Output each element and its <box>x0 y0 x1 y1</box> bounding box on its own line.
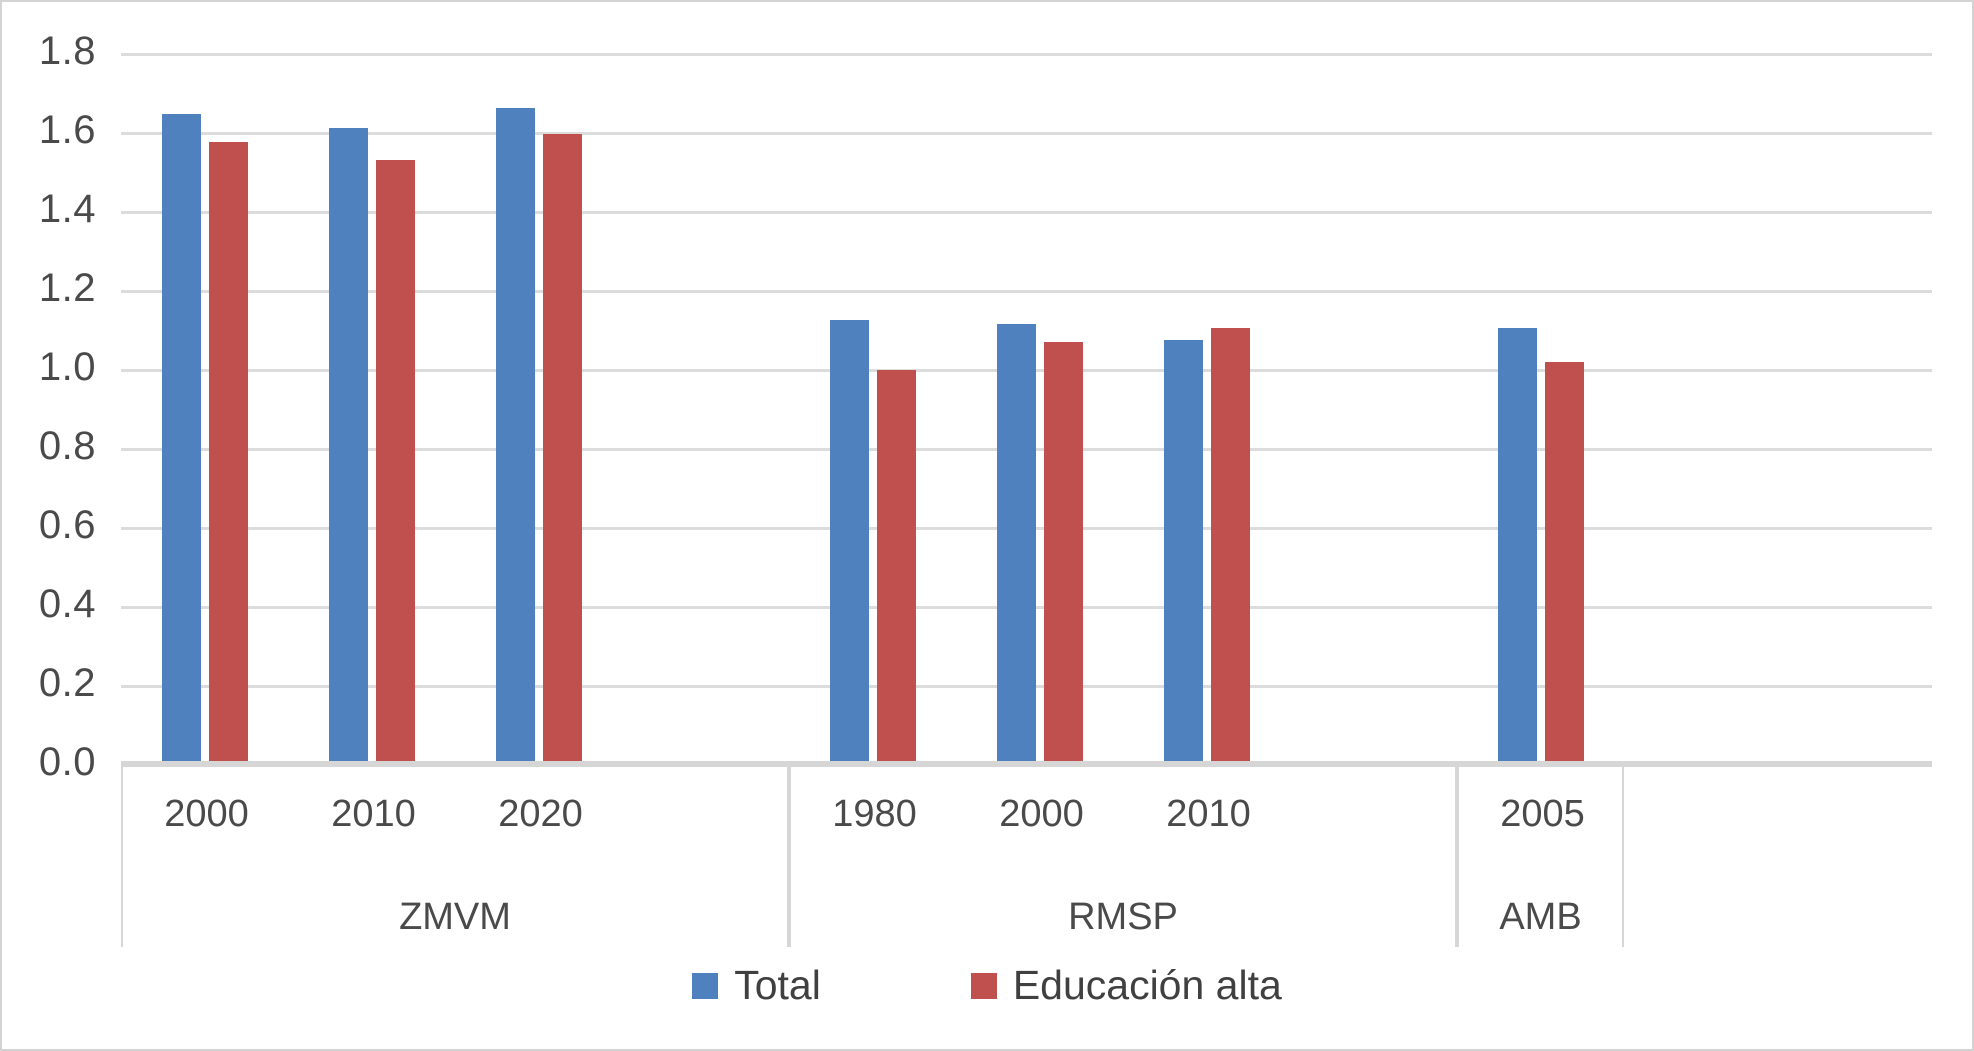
category-axis: ZMVM 2000 2010 2020 RMSP 1980 2000 2010 AMB 2005 <box>121 764 1932 947</box>
y-tick-label: 0.6 <box>38 503 96 547</box>
bar-total <box>996 324 1036 764</box>
axis-category-label: 2010 <box>331 793 416 835</box>
y-tick-label: 0.0 <box>38 740 96 784</box>
y-tick-label: 1.2 <box>38 266 96 310</box>
axis-group-label: AMB <box>1499 896 1582 938</box>
gridline <box>121 53 1932 56</box>
bar-total <box>1497 328 1537 764</box>
legend-label: Total <box>734 962 821 1008</box>
axis-category-label: 1980 <box>832 793 917 835</box>
axis-group-label: RMSP <box>1068 896 1178 938</box>
bar-educacion-alta <box>375 160 415 764</box>
axis-group-rmsp: RMSP 1980 2000 2010 <box>789 767 1457 947</box>
axis-category-label: 2000 <box>999 793 1084 835</box>
bar-total <box>829 320 869 764</box>
bar-total <box>161 114 201 764</box>
gridline <box>121 290 1932 293</box>
y-tick-label: 1.6 <box>38 108 96 152</box>
legend-item-total[interactable]: Total <box>692 962 821 1009</box>
legend-swatch-icon <box>970 972 997 999</box>
y-tick-label: 0.4 <box>38 582 96 626</box>
chart-legend: Total Educación alta <box>2 962 1972 1009</box>
y-tick-label: 1.0 <box>38 345 96 389</box>
legend-item-educacion-alta[interactable]: Educación alta <box>970 962 1282 1009</box>
bar-educacion-alta <box>876 369 916 764</box>
axis-group-amb: AMB 2005 <box>1457 767 1624 947</box>
bar-total <box>328 128 368 764</box>
bars-layer <box>121 2 1932 764</box>
legend-label: Educación alta <box>1012 962 1282 1008</box>
axis-group-label: ZMVM <box>399 896 511 938</box>
gridline <box>121 211 1932 214</box>
bar-total <box>1163 340 1203 764</box>
y-tick-label: 0.8 <box>38 424 96 468</box>
bar-educacion-alta <box>542 134 582 764</box>
axis-group-zmvm: ZMVM 2000 2010 2020 <box>121 767 789 947</box>
gridline <box>121 132 1932 135</box>
axis-category-label: 2010 <box>1166 793 1251 835</box>
bar-educacion-alta <box>208 141 248 764</box>
bar-educacion-alta <box>1043 342 1083 764</box>
axis-category-label: 2000 <box>164 793 249 835</box>
axis-category-label: 2020 <box>498 793 583 835</box>
y-tick-label: 1.4 <box>38 187 96 231</box>
y-tick-label: 0.2 <box>38 661 96 705</box>
bar-total <box>495 108 535 764</box>
bar-educacion-alta <box>1544 361 1584 764</box>
legend-swatch-icon <box>692 972 719 999</box>
axis-baseline <box>121 761 1932 764</box>
y-tick-label: 1.8 <box>38 29 96 73</box>
axis-category-label: 2005 <box>1500 793 1585 835</box>
bar-educacion-alta <box>1210 328 1250 764</box>
